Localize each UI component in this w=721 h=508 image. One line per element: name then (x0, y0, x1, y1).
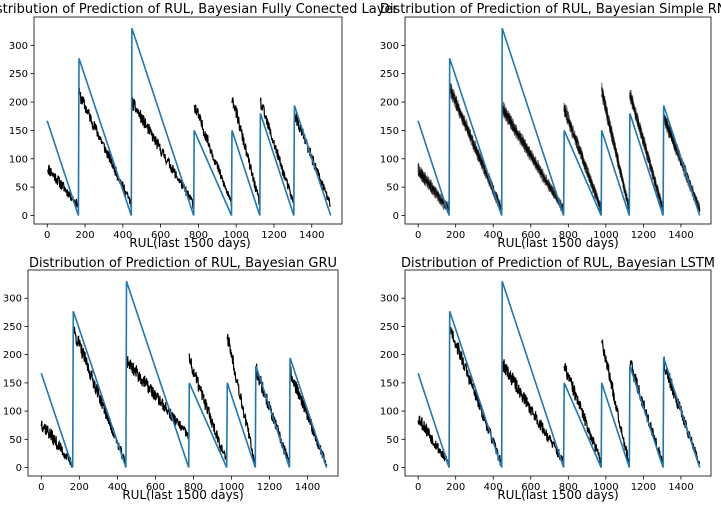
x-tick-label: 800 (189, 230, 208, 241)
x-tick-label: 1200 (631, 230, 656, 241)
axes-frame (33, 16, 343, 225)
y-tick-label: 100 (380, 154, 399, 165)
prediction-series-segment-5 (259, 97, 295, 204)
y-tick-label: 250 (380, 69, 399, 80)
y-tick-label: 200 (380, 350, 399, 361)
prediction-series-segment-1 (449, 323, 503, 466)
x-tick-label: 0 (415, 230, 421, 241)
y-tick-label: 150 (3, 378, 22, 389)
x-tick-label: 0 (415, 482, 421, 493)
prediction-series-segment-4 (226, 333, 256, 464)
x-tick-label: 600 (151, 230, 170, 241)
x-tick-label: 0 (44, 230, 50, 241)
true-rul-series (40, 281, 328, 468)
x-tick-label: 400 (108, 482, 127, 493)
chart-title: Distribution of Prediction of RUL, Bayes… (400, 256, 716, 271)
y-tick-label: 300 (380, 294, 399, 305)
y-tick-label: 50 (386, 435, 399, 446)
prediction-series-segment-3 (563, 102, 602, 206)
y-tick-label: 0 (393, 211, 399, 222)
x-tick-label: 1000 (219, 482, 244, 493)
y-tick-label: 0 (16, 463, 22, 474)
y-tick-label: 100 (3, 407, 22, 418)
true-rul-series (417, 28, 701, 216)
x-tick-label: 1200 (631, 482, 656, 493)
y-tick-label: 0 (393, 463, 399, 474)
x-tick-label: 200 (75, 230, 94, 241)
prediction-series-segment-0 (417, 415, 450, 468)
y-tick-label: 250 (9, 69, 28, 80)
y-tick-label: 50 (15, 183, 28, 194)
y-tick-label: 100 (9, 154, 28, 165)
x-tick-label: 600 (146, 482, 165, 493)
y-tick-label: 200 (9, 98, 28, 109)
true-rul-series (417, 281, 701, 468)
x-axis-label: RUL(last 1500 days) (129, 236, 251, 250)
x-tick-label: 200 (446, 482, 465, 493)
x-tick-label: 800 (184, 482, 203, 493)
x-tick-label: 1400 (299, 230, 324, 241)
x-axis-label: RUL(last 1500 days) (497, 236, 619, 250)
axes-frame (404, 16, 712, 225)
prediction-series-segment-3 (193, 104, 233, 208)
prediction-series-segment-4 (231, 96, 261, 206)
x-tick-label: 400 (484, 482, 503, 493)
y-tick-label: 150 (9, 126, 28, 137)
chart-title: Distribution of Prediction of RUL, Bayes… (379, 2, 721, 17)
x-tick-label: 200 (70, 482, 89, 493)
y-tick-label: 300 (3, 294, 22, 305)
y-tick-label: 50 (9, 435, 22, 446)
y-tick-label: 0 (22, 211, 28, 222)
y-tick-label: 300 (380, 41, 399, 52)
y-tick-label: 150 (380, 378, 399, 389)
x-tick-label: 1000 (593, 482, 618, 493)
x-tick-label: 1000 (223, 230, 248, 241)
x-tick-label: 1400 (668, 230, 693, 241)
x-tick-label: 1200 (261, 230, 286, 241)
x-tick-label: 1400 (668, 482, 693, 493)
prediction-series-segment-1 (78, 87, 132, 209)
x-tick-label: 1200 (257, 482, 282, 493)
x-axis-label: RUL(last 1500 days) (122, 488, 244, 502)
prediction-series-segment-6 (289, 364, 328, 468)
x-tick-label: 400 (484, 230, 503, 241)
y-tick-label: 250 (3, 322, 22, 333)
y-tick-label: 150 (380, 126, 399, 137)
prediction-series-segment-1 (449, 83, 503, 208)
prediction-series-segment-5 (629, 89, 664, 209)
prediction-series-segment-2 (125, 356, 190, 440)
x-tick-label: 1000 (593, 230, 618, 241)
prediction-series-segment-2 (501, 359, 565, 463)
y-tick-label: 200 (3, 350, 22, 361)
prediction-series-segment-4 (601, 82, 630, 208)
chart-title: Distribution of Prediction of RUL, Bayes… (0, 2, 398, 17)
chart-title: Distribution of Prediction of RUL, Bayes… (29, 256, 337, 271)
x-tick-label: 1400 (295, 482, 320, 493)
x-tick-label: 0 (38, 482, 44, 493)
x-tick-label: 400 (113, 230, 132, 241)
axes-frame (404, 269, 712, 477)
y-tick-label: 100 (380, 407, 399, 418)
y-tick-label: 250 (380, 322, 399, 333)
x-tick-label: 800 (559, 230, 578, 241)
prediction-series-segment-2 (501, 101, 565, 211)
x-tick-label: 200 (446, 230, 465, 241)
prediction-series-segment-4 (601, 339, 630, 467)
axes-frame (27, 269, 339, 477)
y-tick-label: 200 (380, 98, 399, 109)
prediction-series-segment-5 (629, 359, 664, 464)
y-tick-label: 50 (386, 183, 399, 194)
x-tick-label: 600 (521, 230, 540, 241)
y-tick-label: 300 (9, 41, 28, 52)
prediction-series-segment-3 (188, 353, 228, 467)
x-axis-label: RUL(last 1500 days) (497, 488, 619, 502)
x-tick-label: 600 (521, 482, 540, 493)
true-rul-series (46, 28, 332, 216)
x-tick-label: 800 (559, 482, 578, 493)
prediction-series-segment-3 (563, 363, 602, 465)
